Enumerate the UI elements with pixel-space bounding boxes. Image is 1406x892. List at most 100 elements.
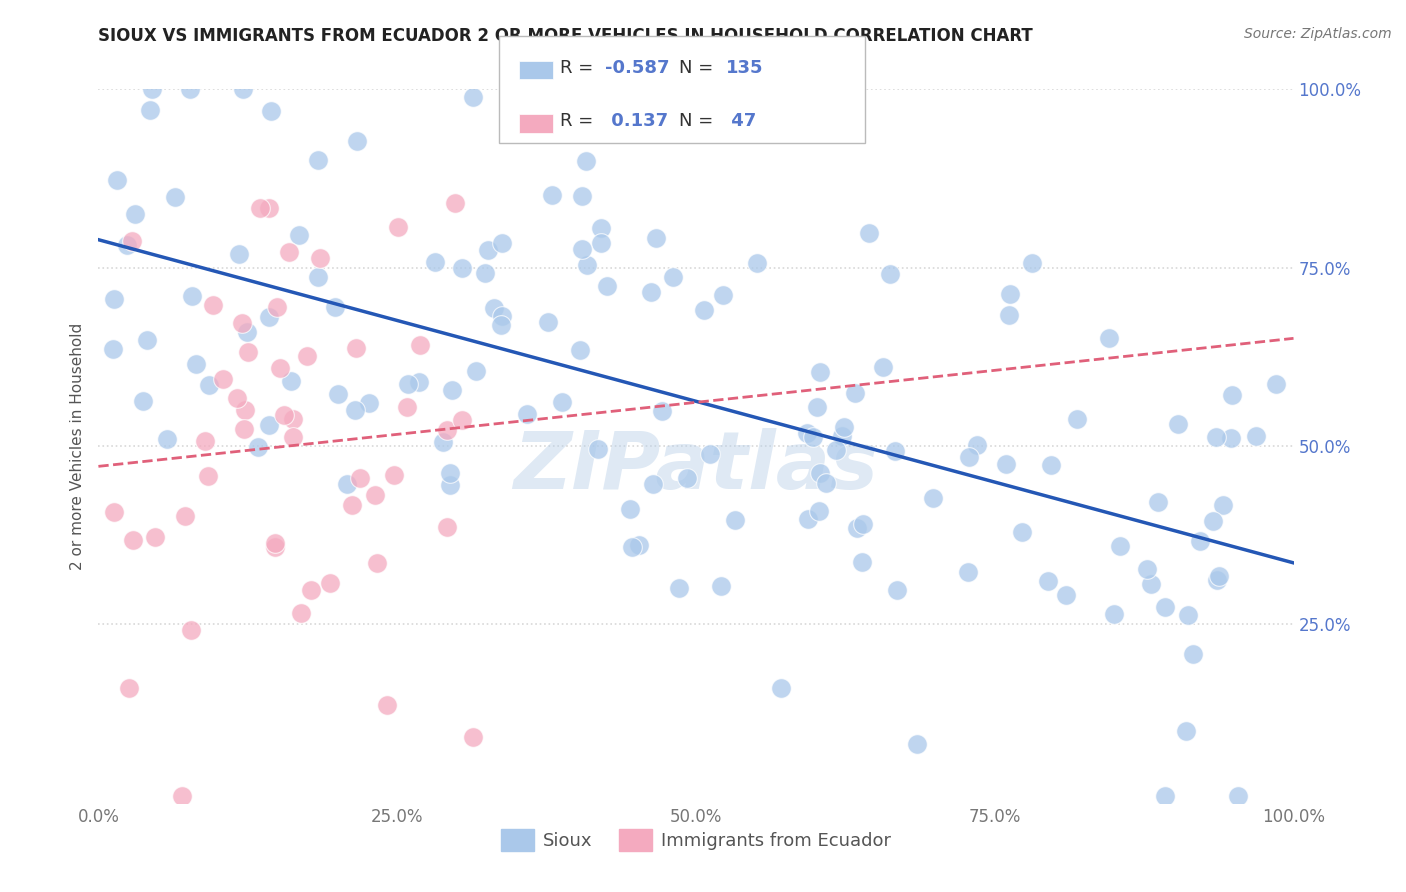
Point: [1098, 331, 1121, 345]
Point: [1220, 431, 1243, 445]
Point: [247, 440, 270, 454]
Point: [966, 438, 988, 452]
Point: [1136, 562, 1159, 576]
Point: [571, 189, 593, 203]
Point: [491, 309, 513, 323]
Point: [474, 266, 496, 280]
Point: [323, 301, 346, 315]
Point: [201, 298, 224, 312]
Point: [1264, 376, 1286, 391]
Point: [101, 343, 124, 357]
Point: [1140, 577, 1163, 591]
Point: [801, 429, 824, 443]
Text: -0.587: -0.587: [605, 59, 669, 77]
Point: [586, 442, 609, 456]
Point: [550, 395, 572, 409]
Point: [299, 582, 322, 597]
Point: [260, 104, 283, 119]
Point: [263, 540, 285, 554]
Point: [186, 357, 208, 371]
Point: [1226, 789, 1249, 803]
Point: [228, 247, 250, 261]
Point: [281, 430, 304, 444]
Point: [257, 418, 280, 433]
Point: [170, 789, 193, 803]
Point: [858, 226, 880, 240]
Point: [236, 344, 259, 359]
Point: [591, 236, 613, 251]
Point: [346, 134, 368, 148]
Point: [396, 376, 419, 391]
Point: [103, 504, 125, 518]
Point: [344, 341, 367, 355]
Point: [745, 256, 768, 270]
Text: Source: ZipAtlas.com: Source: ZipAtlas.com: [1244, 27, 1392, 41]
Point: [395, 400, 418, 414]
Point: [451, 260, 474, 275]
Point: [232, 422, 254, 436]
Point: [832, 419, 855, 434]
Point: [692, 303, 714, 318]
Point: [197, 469, 219, 483]
Point: [269, 361, 291, 376]
Point: [465, 363, 488, 377]
Point: [796, 425, 818, 440]
Point: [1066, 412, 1088, 426]
Point: [1038, 574, 1060, 589]
Point: [387, 219, 409, 234]
Point: [439, 466, 461, 480]
Point: [163, 190, 186, 204]
Point: [156, 432, 179, 446]
Point: [382, 468, 405, 483]
Point: [103, 292, 125, 306]
Point: [436, 423, 458, 437]
Point: [440, 383, 463, 397]
Point: [408, 376, 430, 390]
Point: [724, 513, 747, 527]
Point: [699, 447, 721, 461]
Point: [1104, 607, 1126, 621]
Point: [879, 267, 901, 281]
Point: [1154, 789, 1177, 803]
Point: [1212, 498, 1234, 512]
Point: [436, 520, 458, 534]
Point: [319, 575, 342, 590]
Point: [180, 623, 202, 637]
Point: [226, 392, 249, 406]
Point: [571, 242, 593, 256]
Point: [141, 82, 163, 96]
Point: [366, 557, 388, 571]
Text: 135: 135: [725, 59, 763, 77]
Point: [957, 565, 980, 579]
Point: [122, 533, 145, 547]
Point: [266, 300, 288, 314]
Point: [808, 467, 831, 481]
Point: [814, 476, 837, 491]
Point: [957, 450, 980, 465]
Point: [1208, 569, 1230, 583]
Point: [179, 82, 201, 96]
Point: [1205, 573, 1227, 587]
Text: N =: N =: [679, 59, 718, 77]
Point: [1011, 524, 1033, 539]
Point: [872, 360, 894, 375]
Point: [575, 258, 598, 272]
Point: [1244, 429, 1267, 443]
Text: 47: 47: [725, 112, 756, 130]
Point: [117, 238, 139, 252]
Point: [998, 287, 1021, 301]
Point: [1202, 514, 1225, 528]
Point: [281, 411, 304, 425]
Point: [711, 288, 734, 302]
Point: [621, 541, 644, 555]
Point: [233, 403, 256, 417]
Text: R =: R =: [560, 112, 599, 130]
Point: [278, 244, 301, 259]
Point: [886, 583, 908, 598]
Point: [423, 255, 446, 269]
Point: [1189, 533, 1212, 548]
Point: [290, 606, 312, 620]
Point: [769, 681, 792, 695]
Point: [491, 318, 513, 333]
Point: [451, 413, 474, 427]
